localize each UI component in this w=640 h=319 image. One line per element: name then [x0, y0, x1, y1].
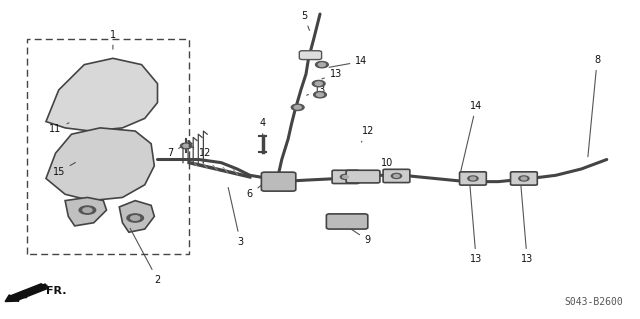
Text: 2: 2	[130, 228, 161, 285]
Circle shape	[519, 176, 529, 181]
Circle shape	[392, 174, 401, 178]
FancyBboxPatch shape	[511, 172, 538, 185]
Circle shape	[79, 206, 96, 214]
Text: 13: 13	[470, 186, 483, 264]
Text: 8: 8	[588, 55, 600, 157]
Text: 10: 10	[379, 158, 393, 174]
Circle shape	[521, 177, 527, 180]
Text: 6: 6	[247, 183, 264, 199]
Text: FR.: FR.	[46, 286, 67, 296]
Circle shape	[127, 214, 143, 222]
Polygon shape	[119, 201, 154, 232]
Text: 14: 14	[329, 56, 367, 67]
Text: 5: 5	[301, 11, 310, 30]
Text: 4: 4	[260, 118, 266, 136]
Circle shape	[131, 216, 140, 220]
Circle shape	[342, 175, 348, 178]
FancyBboxPatch shape	[326, 214, 368, 229]
Circle shape	[294, 106, 301, 109]
Circle shape	[340, 174, 351, 179]
Circle shape	[394, 174, 399, 177]
Text: 13: 13	[521, 186, 533, 264]
Polygon shape	[65, 197, 106, 226]
Circle shape	[83, 208, 92, 212]
Text: 3: 3	[228, 188, 243, 247]
Text: 13: 13	[322, 69, 342, 79]
FancyBboxPatch shape	[346, 170, 380, 183]
Text: 11: 11	[49, 123, 69, 135]
Circle shape	[316, 62, 328, 68]
Text: 13: 13	[307, 85, 326, 95]
Circle shape	[319, 63, 325, 66]
Text: S043-B2600: S043-B2600	[564, 297, 623, 307]
FancyBboxPatch shape	[332, 170, 359, 183]
Circle shape	[317, 93, 323, 96]
Circle shape	[312, 80, 325, 87]
Polygon shape	[46, 128, 154, 201]
Text: 1: 1	[110, 30, 116, 49]
Circle shape	[470, 177, 476, 180]
Text: 9: 9	[351, 229, 371, 245]
FancyBboxPatch shape	[300, 51, 321, 60]
Text: 15: 15	[52, 162, 76, 177]
FancyArrow shape	[5, 284, 48, 301]
FancyBboxPatch shape	[261, 172, 296, 191]
FancyBboxPatch shape	[383, 169, 410, 182]
Text: 14: 14	[461, 101, 483, 171]
Circle shape	[183, 144, 189, 147]
Circle shape	[468, 176, 478, 181]
Text: 12: 12	[192, 147, 211, 158]
Polygon shape	[46, 58, 157, 131]
Circle shape	[291, 104, 304, 110]
Text: 12: 12	[362, 126, 374, 142]
Circle shape	[316, 82, 322, 85]
Circle shape	[314, 92, 326, 98]
Text: 7: 7	[167, 147, 180, 158]
FancyBboxPatch shape	[460, 172, 486, 185]
Circle shape	[180, 143, 192, 149]
